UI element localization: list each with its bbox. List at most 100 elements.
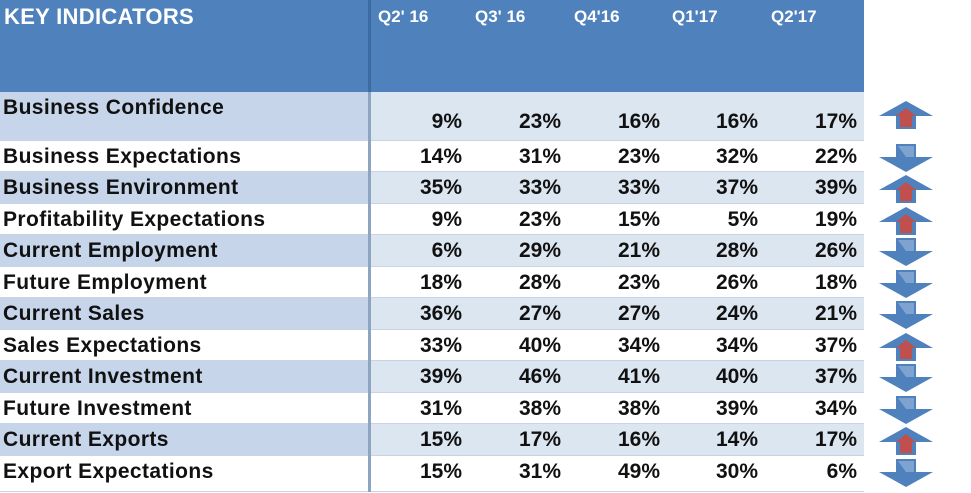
- value-cell: 37%: [814, 365, 857, 388]
- arrow-up-icon: [876, 100, 936, 135]
- arrow-down-icon: [876, 143, 936, 178]
- row-divider: [0, 171, 864, 172]
- value-cell: 24%: [715, 302, 758, 325]
- value-cell: 14%: [715, 428, 758, 451]
- value-cell: 26%: [814, 239, 857, 262]
- value-cell: 30%: [715, 460, 758, 483]
- value-cell: 15%: [419, 460, 462, 483]
- arrow-down-icon: [876, 395, 936, 430]
- table-row: Current Investment 39% 46% 41% 40% 37%: [0, 361, 971, 393]
- value-cell: 31%: [419, 397, 462, 420]
- arrow-up-icon: [876, 206, 936, 241]
- value-cell: 46%: [518, 365, 561, 388]
- value-cell: 36%: [419, 302, 462, 325]
- row-divider: [0, 203, 864, 204]
- column-header-bar: Q2' 16 Q3' 16 Q4'16 Q1'17 Q2'17: [371, 0, 864, 92]
- row-label: Future Investment: [3, 397, 192, 420]
- arrow-down-icon: [876, 269, 936, 304]
- row-divider: [0, 329, 864, 330]
- value-cell: 21%: [814, 302, 857, 325]
- row-label: Business Confidence: [3, 96, 225, 119]
- value-cell: 19%: [814, 208, 857, 231]
- table-row: Current Sales 36% 27% 27% 24% 21%: [0, 298, 971, 330]
- value-cell: 39%: [715, 397, 758, 420]
- value-cell: 17%: [814, 110, 857, 133]
- value-cell: 16%: [715, 110, 758, 133]
- value-cell: 26%: [715, 271, 758, 294]
- header-divider: [368, 0, 371, 92]
- table-row: Profitability Expectations 9% 23% 15% 5% 19%: [0, 204, 971, 235]
- arrow-up-icon: [876, 174, 936, 209]
- value-cell: 15%: [419, 428, 462, 451]
- label-band: [0, 172, 368, 204]
- value-cell: 17%: [518, 428, 561, 451]
- value-cell: 23%: [617, 271, 660, 294]
- table-row: Future Employment 18% 28% 23% 26% 18%: [0, 267, 971, 298]
- value-cell: 39%: [419, 365, 462, 388]
- row-divider: [0, 392, 864, 393]
- value-cell: 9%: [431, 208, 462, 231]
- value-cell: 17%: [814, 428, 857, 451]
- column-header: Q3' 16: [475, 7, 526, 26]
- row-divider: [0, 140, 864, 141]
- value-cell: 22%: [814, 145, 857, 168]
- row-label: Current Investment: [3, 365, 203, 388]
- value-cell: 27%: [617, 302, 660, 325]
- value-cell: 40%: [715, 365, 758, 388]
- value-cell: 32%: [715, 145, 758, 168]
- value-cell: 18%: [419, 271, 462, 294]
- value-cell: 34%: [617, 334, 660, 357]
- value-cell: 38%: [617, 397, 660, 420]
- value-cell: 23%: [518, 110, 561, 133]
- row-label: Profitability Expectations: [3, 208, 266, 231]
- arrow-down-icon: [876, 458, 936, 493]
- value-cell: 16%: [617, 110, 660, 133]
- value-cell: 33%: [518, 176, 561, 199]
- arrow-up-icon: [876, 332, 936, 367]
- row-divider: [0, 234, 864, 235]
- column-header: Q4'16: [574, 7, 620, 26]
- row-label: Business Expectations: [3, 145, 242, 168]
- row-label: Current Employment: [3, 239, 218, 262]
- table-row: Sales Expectations 33% 40% 34% 34% 37%: [0, 330, 971, 361]
- arrow-down-icon: [876, 300, 936, 335]
- value-cell: 15%: [617, 208, 660, 231]
- column-divider: [368, 92, 371, 492]
- value-cell: 31%: [518, 145, 561, 168]
- table-row: Business Expectations 14% 31% 23% 32% 22%: [0, 141, 971, 172]
- value-cell: 40%: [518, 334, 561, 357]
- row-label: Current Sales: [3, 302, 145, 325]
- value-cell: 37%: [814, 334, 857, 357]
- label-band: [0, 92, 368, 141]
- table-row: Future Investment 31% 38% 38% 39% 34%: [0, 393, 971, 424]
- value-cell: 6%: [431, 239, 462, 262]
- row-divider: [0, 423, 864, 424]
- value-cell: 14%: [419, 145, 462, 168]
- table-row: Export Expectations 15% 31% 49% 30% 6%: [0, 456, 971, 492]
- table-row: Business Confidence 9% 23% 16% 16% 17%: [0, 92, 971, 141]
- row-label: Current Exports: [3, 428, 169, 451]
- value-cell: 29%: [518, 239, 561, 262]
- value-cell: 39%: [814, 176, 857, 199]
- table-row: Business Environment 35% 33% 33% 37% 39%: [0, 172, 971, 204]
- value-cell: 23%: [518, 208, 561, 231]
- column-header: Q2'17: [771, 7, 817, 26]
- value-cell: 28%: [518, 271, 561, 294]
- value-cell: 33%: [617, 176, 660, 199]
- row-divider: [0, 297, 864, 298]
- value-cell: 16%: [617, 428, 660, 451]
- value-cell: 6%: [826, 460, 857, 483]
- row-label: Business Environment: [3, 176, 239, 199]
- label-band: [0, 298, 368, 330]
- table-row: Current Exports 15% 17% 16% 14% 17%: [0, 424, 971, 456]
- row-label: Export Expectations: [3, 460, 214, 483]
- value-cell: 34%: [715, 334, 758, 357]
- table-row: Current Employment 6% 29% 21% 28% 26%: [0, 235, 971, 267]
- label-band: [0, 235, 368, 267]
- column-header: Q2' 16: [378, 7, 429, 26]
- column-header: Q1'17: [672, 7, 718, 26]
- row-divider: [0, 455, 864, 456]
- arrow-down-icon: [876, 237, 936, 272]
- value-cell: 9%: [431, 110, 462, 133]
- row-divider: [0, 266, 864, 267]
